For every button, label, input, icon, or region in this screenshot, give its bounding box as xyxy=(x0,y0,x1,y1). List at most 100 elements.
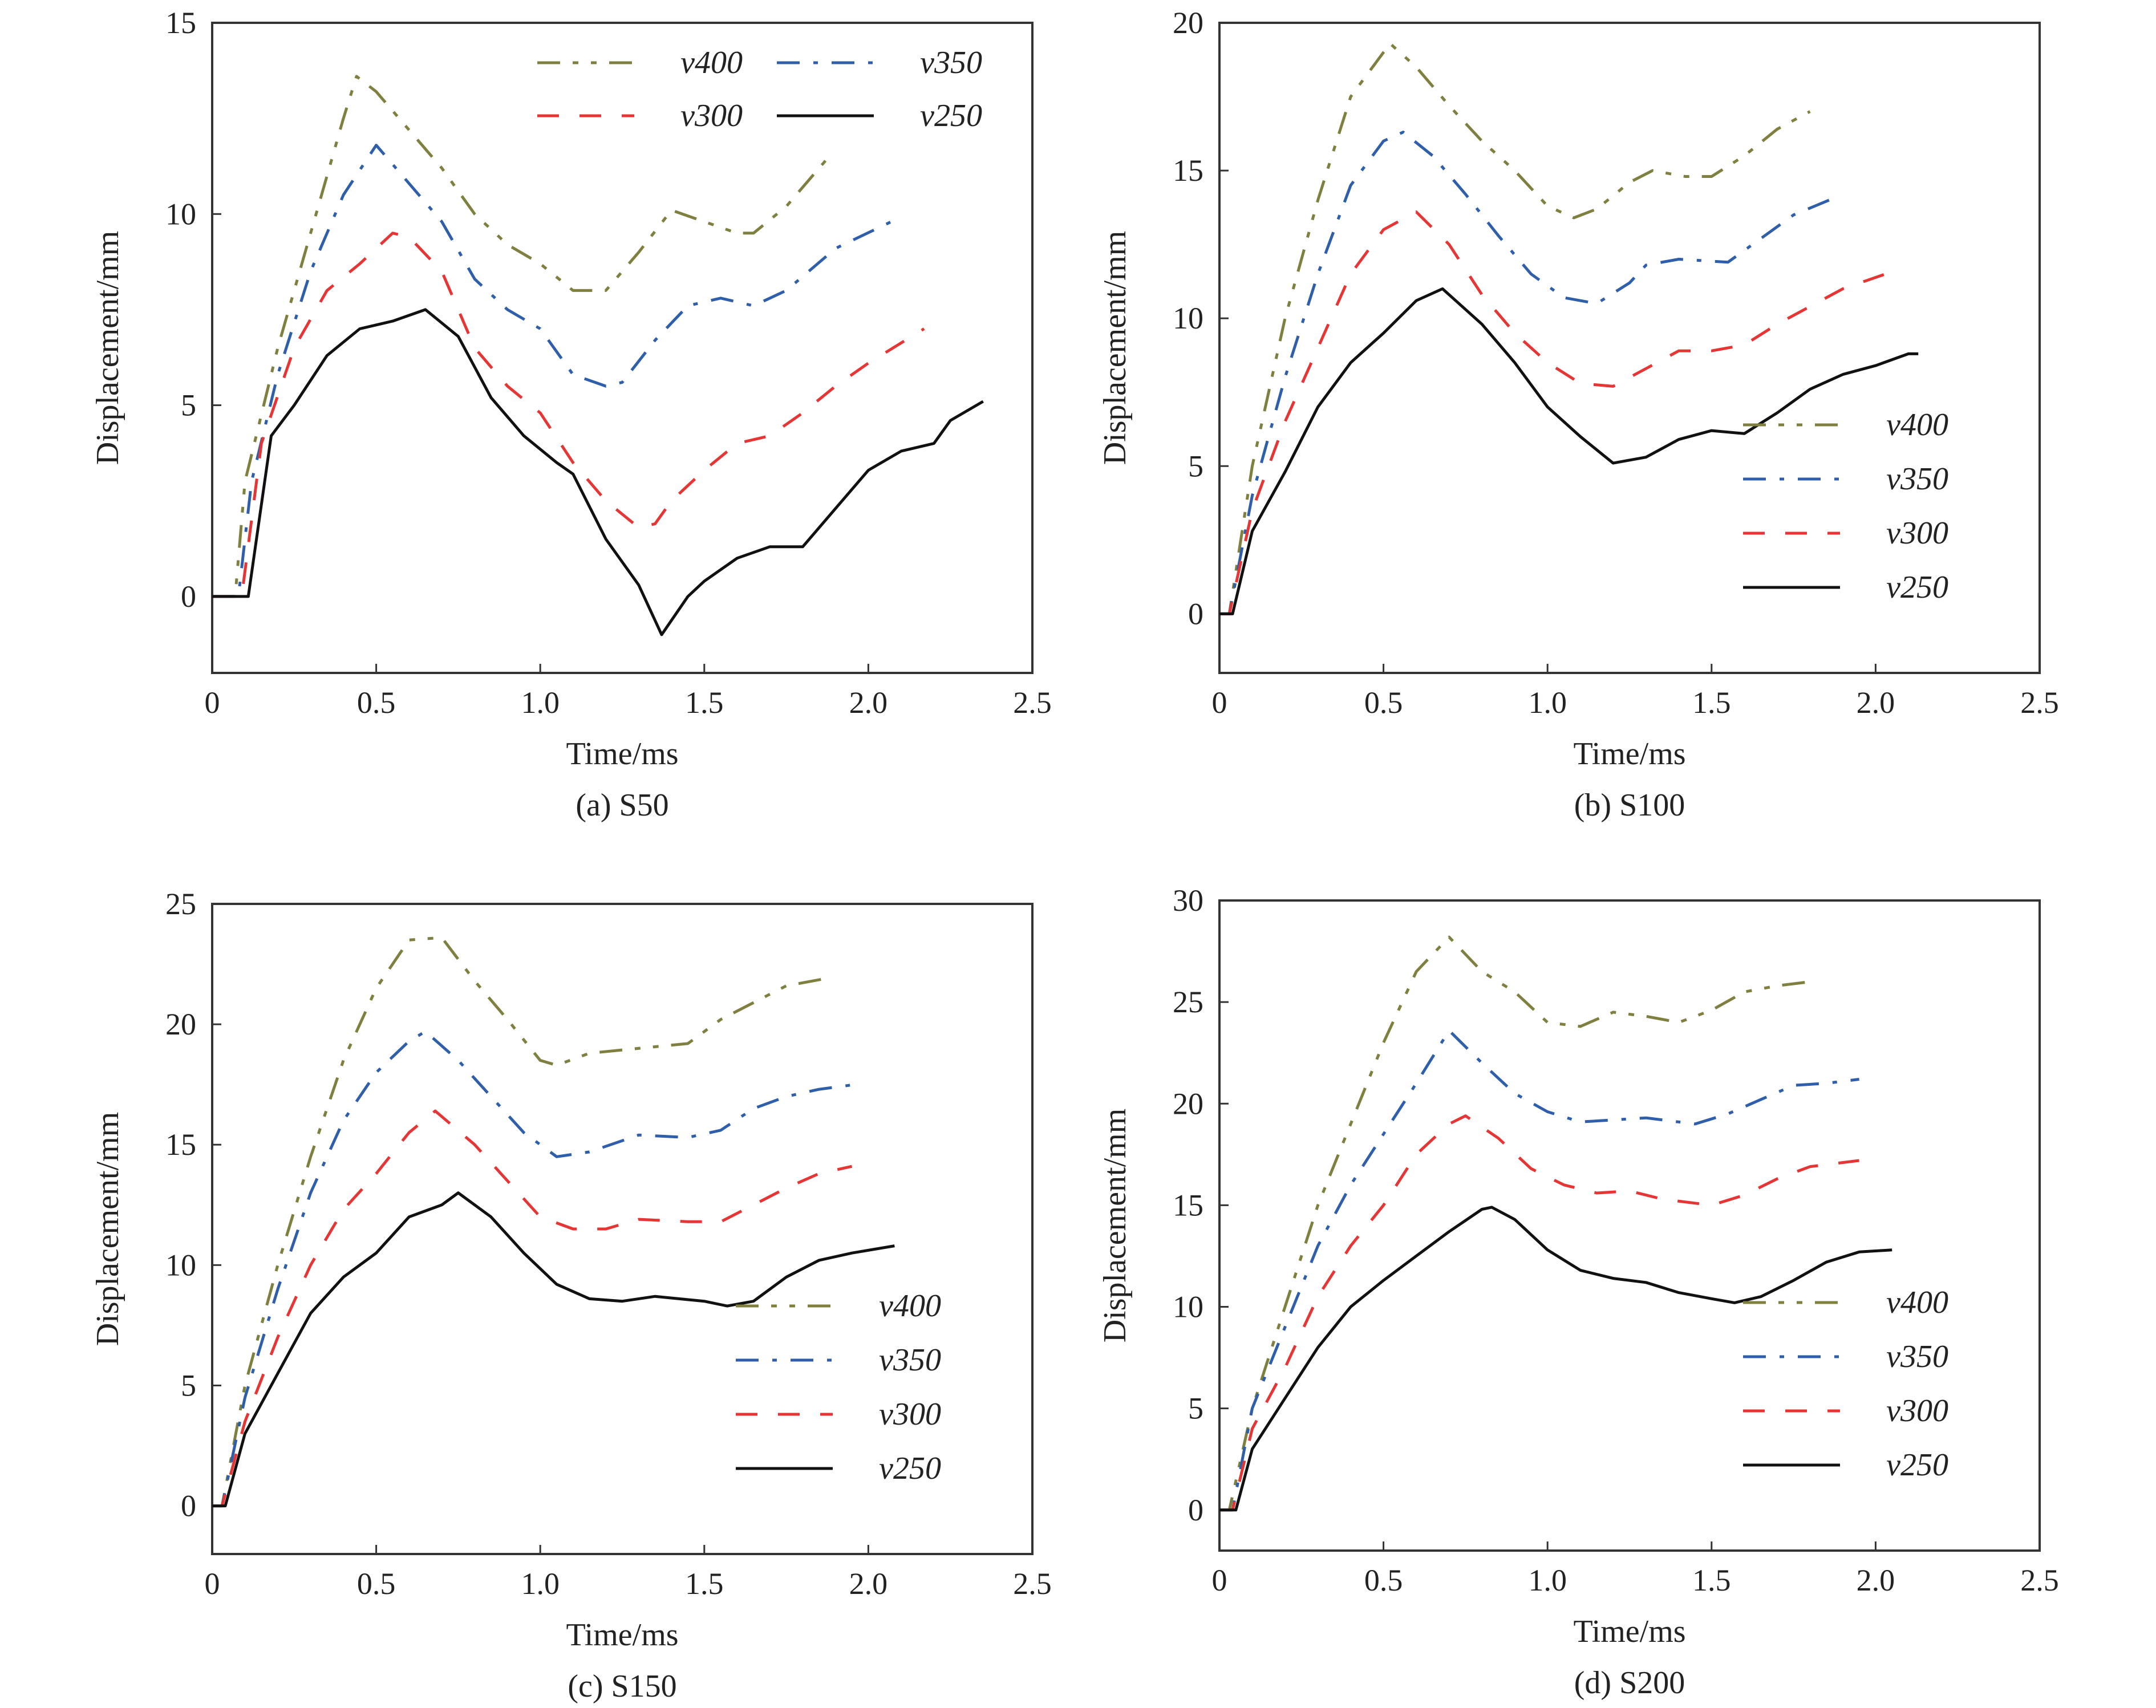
y-tick-label: 15 xyxy=(1173,1188,1203,1222)
x-tick-label: 0 xyxy=(205,685,220,720)
x-tick-label: 2.0 xyxy=(849,1567,888,1601)
chart-svg-a: 0 0.5 1.0 1.5 2.0 2.5 0 5 10 15 Time/ms Displacemen… xyxy=(90,6,1052,823)
x-tick-label: 1.5 xyxy=(685,685,724,720)
y-tick-label: 25 xyxy=(165,887,196,921)
y-tick-label: 10 xyxy=(165,197,196,231)
plot-frame xyxy=(211,22,1034,674)
chart-panel-b: 0 0.5 1.0 1.5 2.0 2.5 0 5 10 15 20 Time/ms Displacem… xyxy=(1078,0,2156,854)
x-tick-label: 1.0 xyxy=(1528,685,1567,720)
legend-label-v250: v250 xyxy=(1886,570,1948,605)
y-axis-label: Displacement/mm xyxy=(1097,1109,1133,1343)
x-tick-label: 1.0 xyxy=(521,685,560,720)
y-tick-label: 15 xyxy=(165,6,196,40)
series-line-v300 xyxy=(212,232,925,598)
x-tick-label: 0.5 xyxy=(357,685,396,720)
series-line-v400 xyxy=(1219,42,1811,615)
plot-frame xyxy=(1218,899,2041,1552)
chart-panel-c: 0 0.5 1.0 1.5 2.0 2.5 0 5 10 15 20 25 Time/ms Displac… xyxy=(0,854,1078,1707)
y-tick-label: 10 xyxy=(165,1248,196,1282)
legend-label-v400: v400 xyxy=(1886,1285,1948,1320)
x-tick-label: 0 xyxy=(1212,685,1227,720)
legend-label-v300: v300 xyxy=(1886,516,1948,551)
panel-caption: (b) S100 xyxy=(1574,788,1685,823)
series-line-v300 xyxy=(1219,1114,1859,1512)
x-tick-label: 1.0 xyxy=(521,1567,560,1601)
legend-label-v350: v350 xyxy=(1886,461,1948,497)
y-axis-label: Displacement/mm xyxy=(90,1112,125,1346)
x-tick-label: 1.5 xyxy=(1692,685,1731,720)
plot-frame xyxy=(211,903,1034,1555)
x-tick-label: 1.0 xyxy=(1528,1563,1567,1597)
x-tick-label: 2.5 xyxy=(2020,685,2059,720)
chart-svg-d: 0 0.5 1.0 1.5 2.0 2.5 0 5 10 15 20 25 30 Time/ms Displ… xyxy=(1097,883,2059,1701)
chart-panel-d: 0 0.5 1.0 1.5 2.0 2.5 0 5 10 15 20 25 30 Time/ms Displ… xyxy=(1078,854,2156,1707)
y-axis-label: Displacement/mm xyxy=(90,231,125,465)
series-line-v250 xyxy=(212,1191,895,1508)
y-tick-label: 20 xyxy=(1173,6,1203,40)
x-axis-label: Time/ms xyxy=(566,1617,678,1653)
x-axis-label: Time/ms xyxy=(566,736,678,772)
panel-caption: (a) S50 xyxy=(576,788,668,823)
legend-label-v250: v250 xyxy=(1886,1447,1948,1483)
y-tick-label: 20 xyxy=(1173,1086,1203,1121)
y-axis-label: Displacement/mm xyxy=(1097,231,1133,465)
legend-label-v400: v400 xyxy=(879,1288,941,1324)
series-line-v350 xyxy=(212,1030,856,1508)
panel-caption: (d) S200 xyxy=(1574,1665,1685,1701)
y-tick-label: 0 xyxy=(181,1489,196,1523)
chart-svg-b: 0 0.5 1.0 1.5 2.0 2.5 0 5 10 15 20 Time/ms Displacem… xyxy=(1097,6,2059,823)
series-line-v300 xyxy=(1219,210,1886,615)
y-tick-label: 20 xyxy=(165,1007,196,1041)
plot-frame xyxy=(1218,22,2041,674)
panel-caption: (c) S150 xyxy=(568,1669,676,1704)
y-tick-label: 10 xyxy=(1173,1290,1203,1324)
series-line-v250 xyxy=(1219,287,1919,615)
x-tick-label: 0 xyxy=(1212,1563,1227,1597)
x-tick-label: 2.5 xyxy=(2020,1563,2059,1597)
x-tick-label: 0.5 xyxy=(1364,1563,1403,1597)
x-tick-label: 2.0 xyxy=(1857,1563,1895,1597)
x-tick-label: 0 xyxy=(205,1567,220,1601)
x-tick-label: 2.0 xyxy=(849,685,888,720)
y-tick-label: 5 xyxy=(1188,1391,1203,1426)
x-axis-label: Time/ms xyxy=(1573,736,1685,772)
y-tick-label: 0 xyxy=(1188,597,1203,631)
legend-label-v400: v400 xyxy=(680,45,743,80)
series-line-v250 xyxy=(1219,1206,1892,1512)
y-tick-label: 15 xyxy=(165,1127,196,1162)
x-tick-label: 1.5 xyxy=(1692,1563,1731,1597)
legend-label-v250: v250 xyxy=(879,1451,941,1486)
chart-panel-a: 0 0.5 1.0 1.5 2.0 2.5 0 5 10 15 Time/ms Displacemen… xyxy=(0,0,1078,854)
legend-label-v250: v250 xyxy=(920,98,982,133)
legend-label-v350: v350 xyxy=(879,1342,941,1378)
series-line-v350 xyxy=(212,144,892,598)
series-line-v400 xyxy=(212,75,827,598)
series-line-v400 xyxy=(212,936,826,1508)
legend-label-v350: v350 xyxy=(920,45,982,80)
legend-label-v300: v300 xyxy=(680,98,743,133)
series-line-v300 xyxy=(212,1109,853,1508)
y-tick-label: 10 xyxy=(1173,301,1203,335)
y-tick-label: 30 xyxy=(1173,883,1203,918)
legend-label-v350: v350 xyxy=(1886,1339,1948,1374)
legend-label-v300: v300 xyxy=(1886,1393,1948,1429)
x-tick-label: 0.5 xyxy=(357,1567,396,1601)
y-tick-label: 0 xyxy=(181,579,196,614)
series-line-v400 xyxy=(1219,935,1810,1512)
y-tick-label: 5 xyxy=(181,388,196,423)
x-tick-label: 0.5 xyxy=(1364,685,1403,720)
y-tick-label: 0 xyxy=(1188,1493,1203,1527)
legend-label-v400: v400 xyxy=(1886,407,1948,443)
x-axis-label: Time/ms xyxy=(1573,1614,1685,1649)
series-line-v250 xyxy=(212,308,984,636)
x-tick-label: 1.5 xyxy=(685,1567,724,1601)
series-line-v350 xyxy=(1219,131,1837,615)
x-tick-label: 2.5 xyxy=(1013,1567,1052,1601)
y-tick-label: 5 xyxy=(181,1368,196,1402)
y-tick-label: 25 xyxy=(1173,985,1203,1019)
x-tick-label: 2.0 xyxy=(1857,685,1895,720)
legend-label-v300: v300 xyxy=(879,1397,941,1432)
y-tick-label: 5 xyxy=(1188,449,1203,483)
series-line-v350 xyxy=(1219,1029,1859,1512)
x-tick-label: 2.5 xyxy=(1013,685,1052,720)
